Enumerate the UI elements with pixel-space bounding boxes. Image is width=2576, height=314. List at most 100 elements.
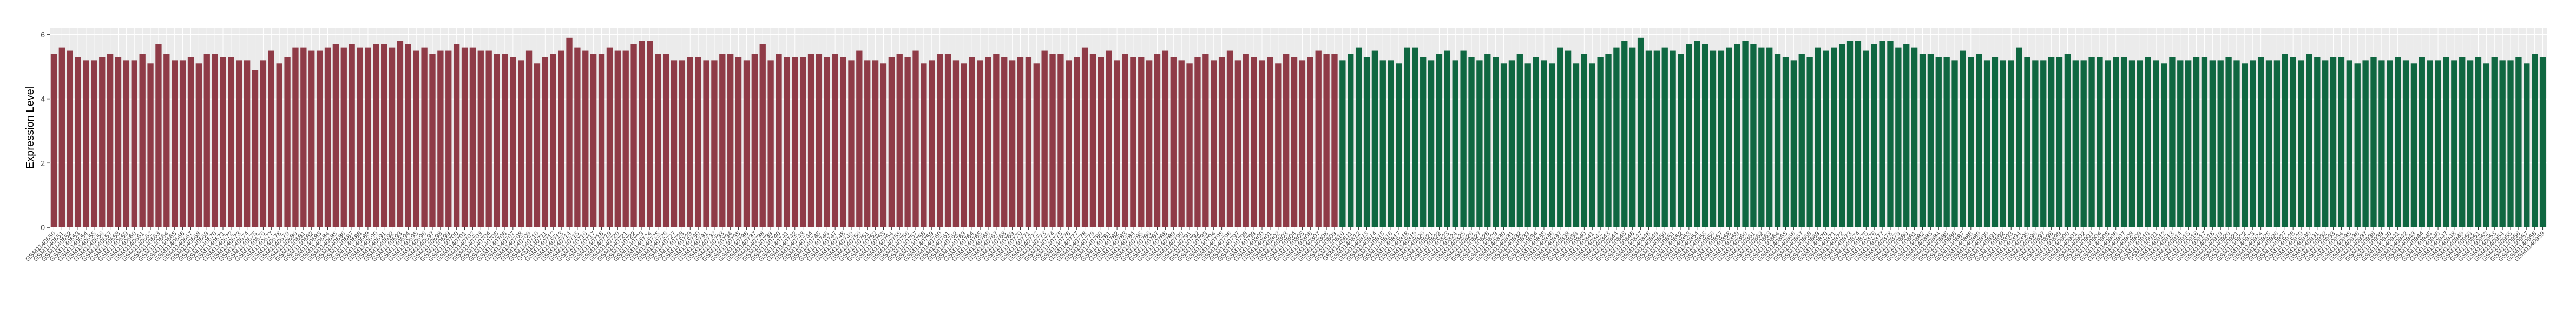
bar bbox=[1130, 57, 1136, 227]
bar bbox=[1211, 60, 1217, 228]
bar bbox=[268, 50, 274, 227]
bar bbox=[1855, 41, 1862, 227]
bar bbox=[220, 57, 226, 227]
bar bbox=[1492, 57, 1499, 227]
bar bbox=[2515, 57, 2522, 227]
bar bbox=[840, 57, 846, 227]
bar bbox=[172, 60, 178, 228]
bar bbox=[2273, 60, 2281, 228]
bar bbox=[1275, 63, 1282, 228]
bar bbox=[2314, 57, 2321, 227]
bar bbox=[332, 44, 339, 227]
bar bbox=[284, 57, 291, 227]
bar bbox=[921, 63, 927, 228]
bar bbox=[236, 60, 242, 228]
bar bbox=[1315, 50, 1322, 227]
bar bbox=[2128, 60, 2135, 228]
bar bbox=[1726, 47, 1732, 227]
bar bbox=[1476, 60, 1483, 228]
bar bbox=[1903, 44, 1910, 227]
bar bbox=[1033, 63, 1040, 228]
bar bbox=[1162, 50, 1169, 227]
bar bbox=[1202, 54, 1209, 227]
bar bbox=[357, 47, 363, 227]
bar bbox=[1122, 54, 1128, 227]
bar bbox=[776, 54, 782, 227]
bar bbox=[2298, 60, 2304, 228]
bar bbox=[405, 44, 411, 227]
bar bbox=[703, 60, 709, 228]
bar bbox=[1066, 60, 1072, 228]
bar bbox=[502, 54, 508, 227]
bar bbox=[1927, 54, 1934, 227]
bar bbox=[2225, 57, 2232, 227]
bar bbox=[1806, 57, 1813, 227]
bar bbox=[856, 50, 863, 227]
bar bbox=[1226, 50, 1233, 227]
bar bbox=[518, 60, 524, 228]
bar bbox=[1371, 50, 1378, 227]
bar bbox=[1919, 54, 1926, 227]
bar bbox=[1678, 54, 1684, 227]
bar bbox=[1243, 54, 1249, 227]
bar bbox=[985, 57, 991, 227]
bar bbox=[2008, 60, 2014, 228]
bar bbox=[2024, 57, 2030, 227]
bar bbox=[1098, 57, 1105, 227]
bar bbox=[743, 60, 750, 228]
bar bbox=[461, 47, 468, 227]
bar bbox=[2354, 63, 2361, 228]
bar bbox=[1895, 47, 1902, 227]
bar bbox=[1524, 63, 1531, 228]
bar bbox=[1307, 57, 1313, 227]
bar bbox=[767, 60, 774, 228]
bar bbox=[115, 57, 122, 227]
bar bbox=[1291, 57, 1298, 227]
bar bbox=[1734, 44, 1740, 227]
bar bbox=[316, 50, 323, 227]
bar bbox=[260, 60, 267, 228]
bar bbox=[1533, 57, 1539, 227]
bar bbox=[50, 54, 57, 227]
bar bbox=[1589, 63, 1595, 228]
bar bbox=[2209, 60, 2216, 228]
bar bbox=[969, 57, 975, 227]
bar bbox=[1815, 47, 1821, 227]
y-tick-label: 0 bbox=[41, 223, 45, 232]
bar bbox=[292, 47, 299, 227]
bar bbox=[719, 54, 726, 227]
bar bbox=[751, 54, 758, 227]
bar bbox=[2161, 63, 2167, 228]
bar bbox=[679, 60, 686, 228]
bar bbox=[1557, 47, 1563, 227]
bar bbox=[1911, 47, 1918, 227]
bar bbox=[1009, 60, 1016, 228]
bar bbox=[2040, 60, 2047, 228]
bar bbox=[340, 47, 347, 227]
bar bbox=[1790, 60, 1797, 228]
bar bbox=[276, 63, 282, 228]
bar bbox=[558, 50, 564, 227]
bar bbox=[91, 60, 97, 228]
bar bbox=[824, 57, 830, 227]
bar bbox=[1597, 57, 1604, 227]
bar bbox=[453, 44, 460, 227]
bar bbox=[1863, 50, 1869, 227]
bar bbox=[1701, 44, 1708, 227]
bar bbox=[864, 60, 871, 228]
bar bbox=[735, 57, 742, 227]
bar bbox=[2459, 57, 2466, 227]
bar bbox=[961, 63, 967, 228]
bar bbox=[977, 60, 983, 228]
bar bbox=[228, 57, 234, 227]
bar bbox=[1001, 57, 1008, 227]
bar bbox=[155, 44, 162, 227]
bar bbox=[1750, 44, 1757, 227]
bar bbox=[784, 57, 790, 227]
bar bbox=[1363, 57, 1370, 227]
bar bbox=[1396, 63, 1402, 228]
bar bbox=[437, 50, 444, 227]
bar bbox=[2233, 60, 2240, 228]
bar bbox=[1267, 57, 1273, 227]
bar bbox=[2145, 57, 2151, 227]
